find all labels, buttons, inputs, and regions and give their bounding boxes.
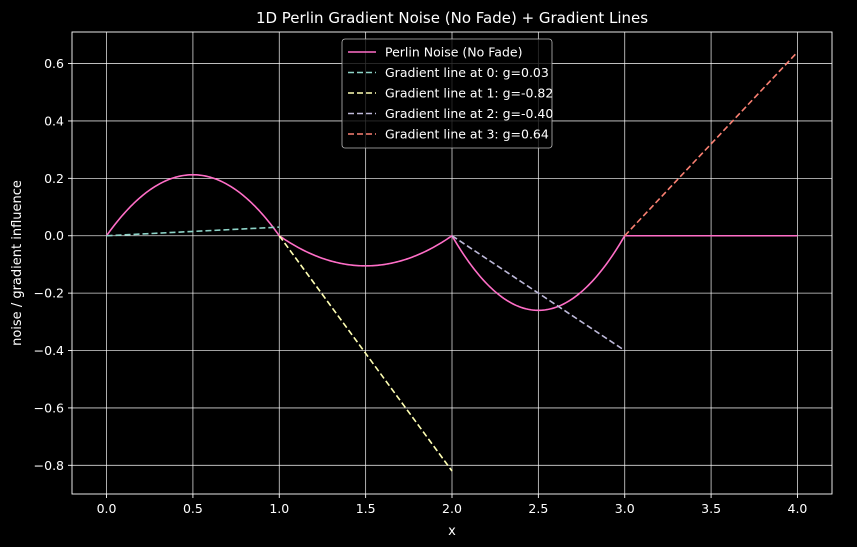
gradient-series-line bbox=[106, 226, 280, 237]
y-tick-label: 0.2 bbox=[44, 171, 64, 186]
y-axis-label: noise / gradient influence bbox=[10, 180, 25, 346]
y-tick-label: 0.4 bbox=[44, 113, 64, 128]
y-tick-label: −0.8 bbox=[34, 458, 64, 473]
x-tick-label: 3.5 bbox=[701, 501, 721, 516]
legend-label: Gradient line at 2: g=-0.40 bbox=[385, 106, 553, 121]
ticks: 0.0 0.5 1.0 1.5 2.0 2.5 3.0 3.5 4.0 −0.8 −0.6 −0.4 −… bbox=[34, 56, 808, 516]
gradient-series-line bbox=[451, 235, 626, 352]
gradient-series-line bbox=[278, 235, 453, 472]
x-tick-label: 3.0 bbox=[615, 501, 635, 516]
legend-box bbox=[341, 38, 553, 149]
gradient-series-line bbox=[624, 51, 799, 237]
legend-label: Gradient line at 0: g=0.03 bbox=[385, 65, 549, 80]
x-tick-label: 0.5 bbox=[183, 501, 203, 516]
legend-label: Gradient line at 1: g=-0.82 bbox=[385, 86, 553, 101]
x-axis-label: x bbox=[448, 524, 456, 539]
x-tick-label: 4.0 bbox=[788, 501, 808, 516]
x-tick-label: 1.5 bbox=[356, 501, 376, 516]
x-tick-label: 0.0 bbox=[97, 501, 117, 516]
y-tick-label: −0.4 bbox=[34, 343, 64, 358]
chart-title: 1D Perlin Gradient Noise (No Fade) + Gra… bbox=[256, 9, 648, 27]
legend-label: Gradient line at 3: g=0.64 bbox=[385, 127, 549, 142]
legend-label: Perlin Noise (No Fade) bbox=[385, 45, 522, 60]
x-tick-label: 2.0 bbox=[442, 501, 462, 516]
series-layer bbox=[105, 51, 799, 472]
y-tick-label: −0.2 bbox=[34, 286, 64, 301]
legend: Perlin Noise (No Fade) Gradient line at 0… bbox=[341, 38, 553, 149]
y-tick-label: 0.0 bbox=[44, 228, 64, 243]
y-tick-label: 0.6 bbox=[44, 56, 64, 71]
x-tick-label: 2.5 bbox=[528, 501, 548, 516]
y-tick-label: −0.6 bbox=[34, 400, 64, 415]
x-tick-label: 1.0 bbox=[269, 501, 289, 516]
